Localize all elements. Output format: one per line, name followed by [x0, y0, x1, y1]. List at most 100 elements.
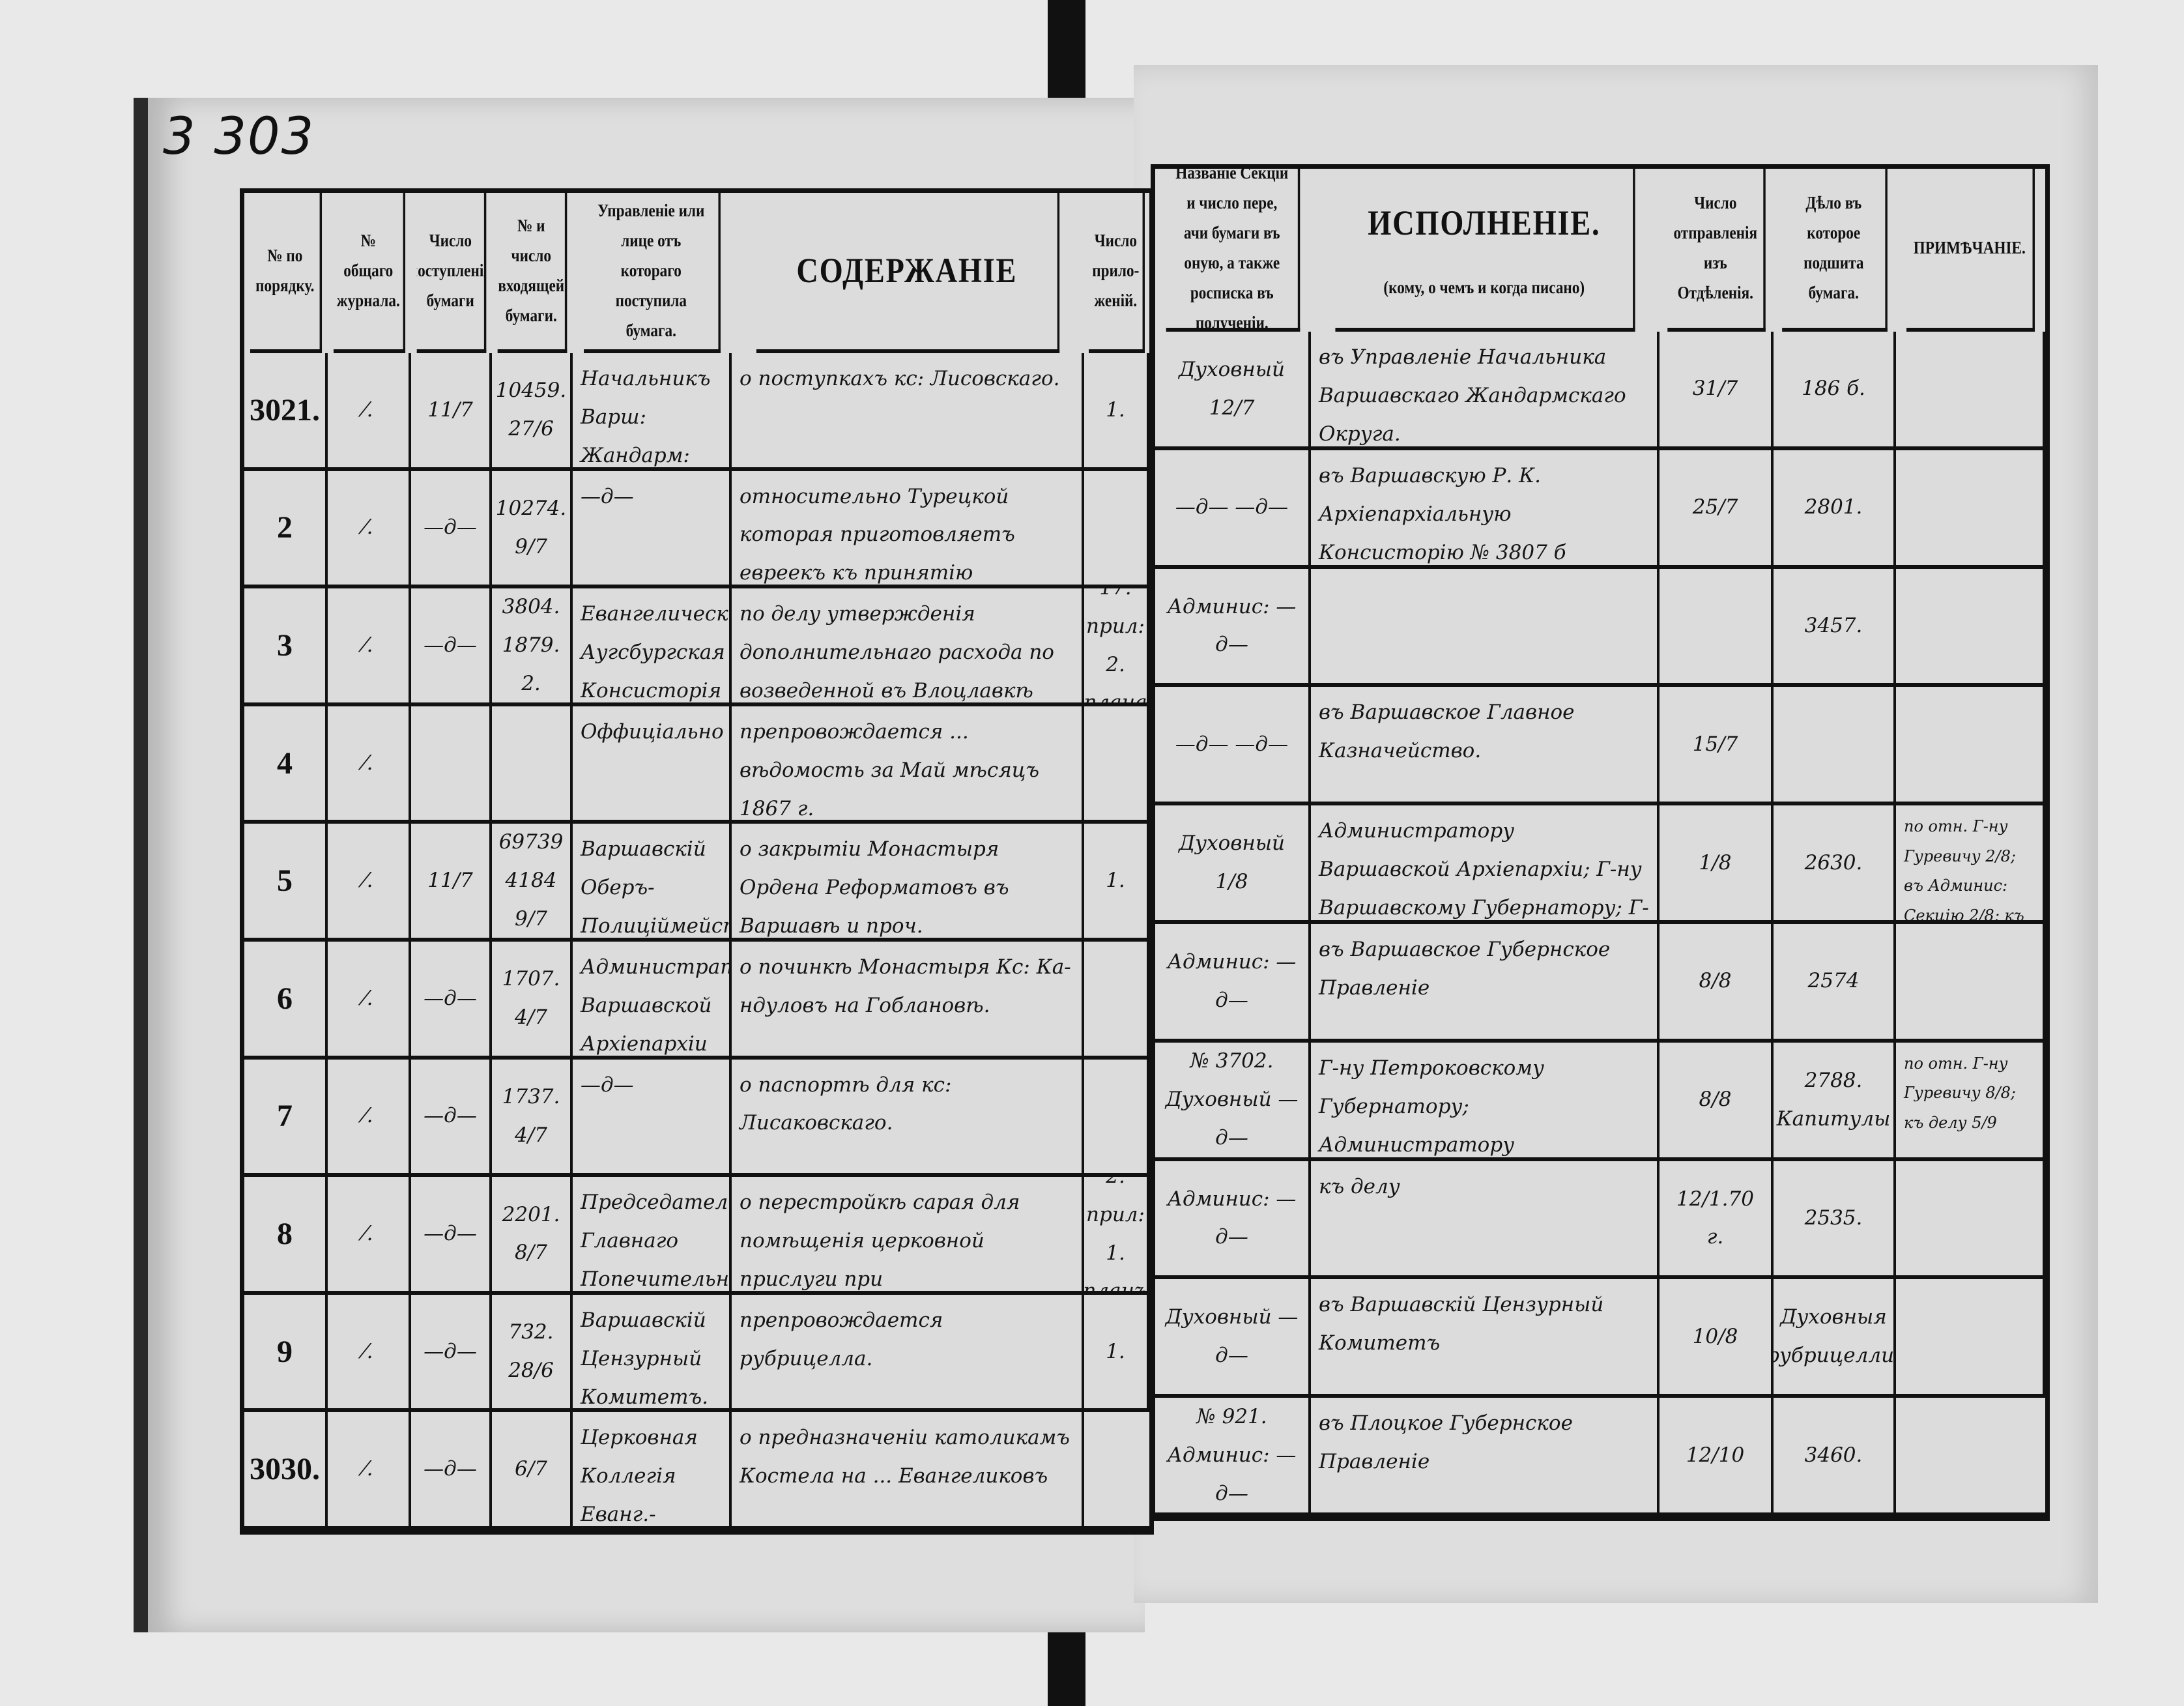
cell-journal-number: ⁄. [328, 706, 411, 824]
cell-note [1896, 1279, 2045, 1398]
page-number-stamp: 3 303 [163, 108, 315, 166]
cell-row-number: 4 [244, 706, 328, 824]
cell-section: Админис: —д— [1155, 568, 1311, 687]
incoming-register-table: № по порядку. № общаго журнала. Число по… [240, 188, 1154, 1535]
cell-attachments: 2. прил: 1. планъ [1084, 1177, 1149, 1295]
cell-incoming-number: 69739 4184 9/7 [492, 824, 573, 942]
cell-note [1896, 687, 2045, 806]
cell-execution: въ Варшавскій Цензурный Комитетъ [1311, 1279, 1660, 1398]
cell-content: о паспортѣ для кс: Лисаковскаго. [732, 1059, 1084, 1178]
cell-incoming-number: 1707. 4/7 [492, 942, 573, 1060]
cell-execution: въ Варшавское Главное Казначейство. [1311, 687, 1660, 806]
cell-content: о перестройкѣ сарая для помѣщенія церков… [732, 1177, 1084, 1295]
header-content: СОДЕРЖАНІЕ [756, 193, 1060, 353]
cell-incoming-number: 1737. 4/7 [492, 1059, 573, 1178]
cell-execution: въ Варшавское Губернское Правленіе [1311, 924, 1660, 1043]
cell-attachments: 17. прил: 2. плана [1084, 588, 1149, 706]
cell-attachments [1084, 1059, 1149, 1178]
cell-row-number: 2 [244, 470, 328, 589]
cell-receipt-date: —д— [411, 1412, 492, 1530]
cell-section: Админис: —д— [1155, 1161, 1311, 1280]
cell-row-number: 6 [244, 942, 328, 1060]
cell-case-number: Духовныя рубрицелли. [1774, 1279, 1896, 1398]
cell-journal-number: ⁄. [328, 1059, 411, 1178]
cell-execution [1311, 568, 1660, 687]
cell-case-number: 3457. [1774, 568, 1896, 687]
cell-sender: Начальникъ Варш: Жандарм: Округа [573, 353, 732, 471]
cell-incoming-number: 10459. 27/6 [492, 353, 573, 471]
cell-section: Духовный 12/7 [1155, 332, 1311, 450]
header-section: Названіе Секціи и число пере, ачи бумаги… [1166, 169, 1300, 332]
cell-content: препровождается рубрицелла. [732, 1294, 1084, 1413]
header-execution-subtitle: (кому, о чемъ и когда писано) [1383, 277, 1585, 297]
cell-case-number: 2574 [1774, 924, 1896, 1043]
cell-receipt-date: —д— [411, 1294, 492, 1413]
cell-incoming-number [492, 706, 573, 824]
cell-attachments: 1. [1084, 1294, 1149, 1413]
header-sent-date: Число отправленія изъ Отдѣленія. [1667, 169, 1766, 332]
cell-receipt-date: 11/7 [411, 824, 492, 942]
cell-attachments [1084, 1412, 1149, 1530]
header-row-number: № по порядку. [250, 193, 323, 353]
cell-attachments [1084, 942, 1149, 1060]
header-receipt-date: Число поступленія бумаги [416, 193, 487, 353]
header-journal-number: № общаго журнала. [333, 193, 406, 353]
cell-attachments: 1. [1084, 353, 1149, 471]
cell-journal-number: ⁄. [328, 942, 411, 1060]
cell-sent-date: 8/8 [1660, 924, 1774, 1043]
cell-section: —д— —д— [1155, 687, 1311, 806]
cell-execution: Администратору Варшавской Архіепархіи; Г… [1311, 805, 1660, 924]
cell-sent-date: 12/1.70 г. [1660, 1161, 1774, 1280]
cell-execution: въ Варшавскую Р. К. Архіепархіальную Кон… [1311, 450, 1660, 569]
cell-note: по отн. Г-ну Гуревичу 2/8; въ Админис: С… [1896, 805, 2045, 924]
cell-case-number: 2535. [1774, 1161, 1896, 1280]
cell-case-number [1774, 687, 1896, 806]
cell-incoming-number: 6/7 [492, 1412, 573, 1530]
cell-case-number: 3460. [1774, 1398, 1896, 1516]
header-execution-title: ИСПОЛНЕНІЕ. [1368, 203, 1601, 243]
cell-receipt-date: —д— [411, 942, 492, 1060]
cell-note [1896, 1161, 2045, 1280]
cell-row-number: 3 [244, 588, 328, 706]
cell-content: о починкѣ Монастыря Кс: Ка-ндуловъ на Го… [732, 942, 1084, 1060]
cell-note: по отн. Г-ну Гуревичу 8/8; къ делу 5/9 [1896, 1042, 2045, 1161]
cell-sender: Варшавскій Оберъ-Полиціймейстеръ [573, 824, 732, 942]
cell-content: по делу утвержденія дополнительнаго расх… [732, 588, 1084, 706]
cell-sender: Администраторъ Варшавской Архіепархіи [573, 942, 732, 1060]
cell-note [1896, 924, 2045, 1043]
cell-incoming-number: 732. 28/6 [492, 1294, 573, 1413]
cell-content: относительно Турецкой которая приготовля… [732, 470, 1084, 589]
cell-content: о предназначеніи католикамъ Костела на .… [732, 1412, 1084, 1530]
cell-attachments [1084, 706, 1149, 824]
cell-incoming-number: 2201. 8/7 [492, 1177, 573, 1295]
cell-incoming-number: 3804. 1879. 2. [492, 588, 573, 706]
cell-section: № 3702. Духовный —д— [1155, 1042, 1311, 1161]
cell-receipt-date: —д— [411, 588, 492, 706]
cell-sent-date: 15/7 [1660, 687, 1774, 806]
cell-journal-number: ⁄. [328, 1177, 411, 1295]
cell-note [1896, 1398, 2045, 1516]
execution-register-table: Названіе Секціи и число пере, ачи бумаги… [1151, 164, 2050, 1521]
cell-note [1896, 332, 2045, 450]
cell-attachments [1084, 470, 1149, 589]
cell-sender: Церковная Коллегія Еванг.-Аугсбург. и Ре… [573, 1412, 732, 1530]
cell-row-number: 3030. [244, 1412, 328, 1530]
cell-sender: Председатель Главнаго Попечительнаго Сов… [573, 1177, 732, 1295]
cell-case-number: 2801. [1774, 450, 1896, 569]
cell-row-number: 8 [244, 1177, 328, 1295]
cell-receipt-date: —д— [411, 1177, 492, 1295]
header-case-number: Дѣло въ которое подшита бумага. [1782, 169, 1888, 332]
cell-journal-number: ⁄. [328, 824, 411, 942]
cell-journal-number: ⁄. [328, 353, 411, 471]
cell-section: № 921. Админис: —д— [1155, 1398, 1311, 1516]
cell-sender: Варшавскій Цензурный Комитетъ. [573, 1294, 732, 1413]
cell-content: препровождается ... вѣдомость за Май мѣс… [732, 706, 1084, 824]
cell-row-number: 9 [244, 1294, 328, 1413]
cell-journal-number: ⁄. [328, 588, 411, 706]
cell-sender: —д— [573, 1059, 732, 1178]
cell-content: о поступкахъ кс: Лисовскаго. [732, 353, 1084, 471]
cell-receipt-date: 11/7 [411, 353, 492, 471]
cell-execution: Г-ну Петроковскому Губернатору; Админист… [1311, 1042, 1660, 1161]
header-execution: ИСПОЛНЕНІЕ. (кому, о чемъ и когда писано) [1335, 169, 1635, 332]
cell-case-number: 2630. [1774, 805, 1896, 924]
